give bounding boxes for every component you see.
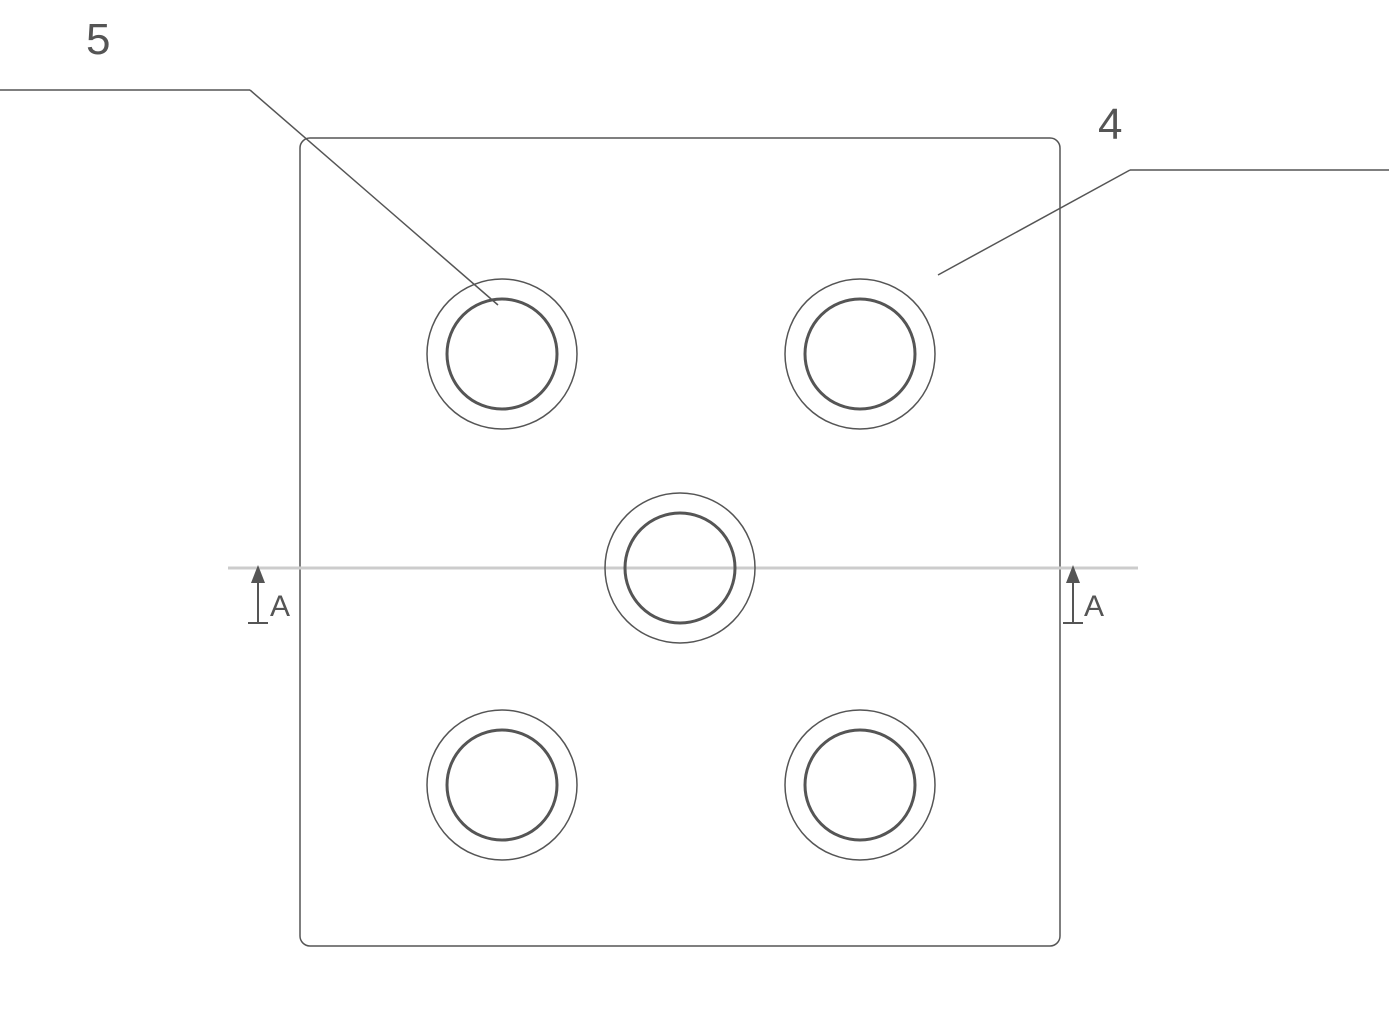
callout-label-5: 5 <box>86 15 110 65</box>
leader-line-5 <box>0 90 498 305</box>
leader-line-4 <box>938 170 1389 275</box>
callout-label-4: 4 <box>1098 100 1122 150</box>
hole-bottom-right <box>785 710 935 860</box>
section-label-a-left: A <box>270 590 290 624</box>
section-arrow-right <box>1063 565 1083 623</box>
hole-top-left <box>427 279 577 429</box>
hole-top-right <box>785 279 935 429</box>
section-arrow-left <box>248 565 268 623</box>
hole-bottom-left <box>427 710 577 860</box>
technical-diagram: 5 4 A A <box>0 0 1389 1004</box>
diagram-svg <box>0 0 1389 1004</box>
plate-outline <box>300 138 1060 946</box>
section-label-a-right: A <box>1084 590 1104 624</box>
